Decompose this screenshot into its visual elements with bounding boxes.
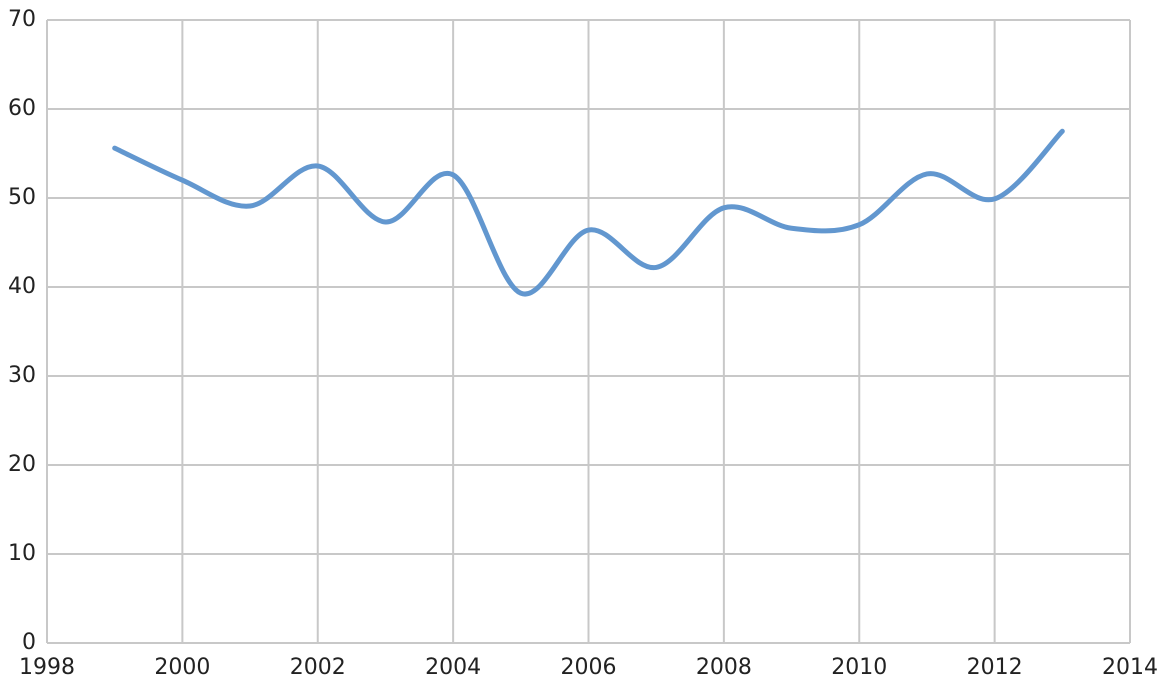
y-tick-label: 60 bbox=[8, 96, 36, 121]
y-tick-label: 50 bbox=[8, 185, 36, 210]
y-tick-label: 0 bbox=[22, 630, 36, 655]
x-tick-label: 2000 bbox=[154, 655, 210, 680]
x-tick-label: 2008 bbox=[696, 655, 752, 680]
x-tick-label: 2006 bbox=[561, 655, 617, 680]
x-tick-label: 1998 bbox=[19, 655, 75, 680]
x-tick-label: 2010 bbox=[831, 655, 887, 680]
data-line bbox=[112, 128, 1065, 297]
y-tick-label: 10 bbox=[8, 541, 36, 566]
y-tick-label: 40 bbox=[8, 274, 36, 299]
y-tick-label: 20 bbox=[8, 452, 36, 477]
x-tick-label: 2012 bbox=[967, 655, 1023, 680]
x-tick-label: 2004 bbox=[425, 655, 481, 680]
y-tick-label: 70 bbox=[8, 7, 36, 32]
x-tick-label: 2014 bbox=[1102, 655, 1158, 680]
x-tick-label: 2002 bbox=[290, 655, 346, 680]
y-tick-label: 30 bbox=[8, 363, 36, 388]
